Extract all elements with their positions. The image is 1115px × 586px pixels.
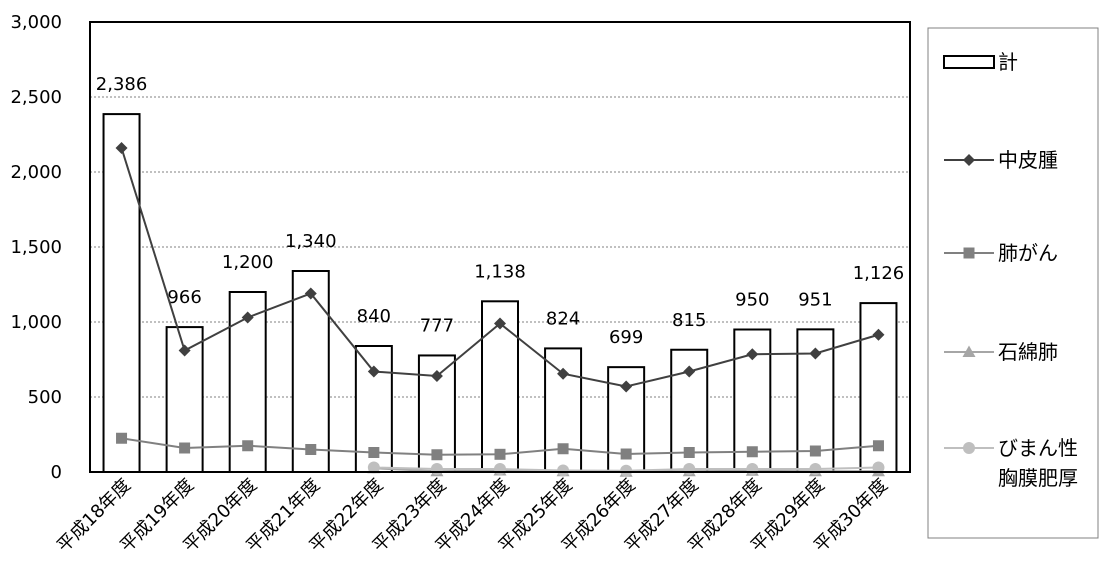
legend-label: 中皮腫 bbox=[998, 148, 1058, 172]
series-point bbox=[242, 440, 254, 452]
x-axis-category-labels: 平成18年度平成19年度平成20年度平成21年度平成22年度平成23年度平成24… bbox=[53, 475, 892, 557]
series-point bbox=[494, 317, 506, 330]
series-point bbox=[116, 432, 128, 444]
series-point bbox=[746, 463, 759, 475]
series-point bbox=[620, 448, 632, 460]
bar-data-label: 1,138 bbox=[474, 261, 526, 282]
series-point bbox=[620, 380, 633, 393]
bar bbox=[102, 113, 141, 473]
bar-data-label: 815 bbox=[672, 310, 706, 331]
series-point bbox=[368, 447, 380, 458]
legend-swatch-bar bbox=[943, 55, 995, 69]
bar-data-labels: 2,386 966 1,200 1,340 840 777 1,138 824 699 815 95… bbox=[96, 74, 904, 348]
bar-data-label: 1,126 bbox=[853, 263, 905, 284]
series-point bbox=[746, 446, 758, 458]
series-point bbox=[963, 442, 975, 454]
series-point bbox=[809, 445, 821, 457]
series-point bbox=[962, 345, 976, 357]
series-point bbox=[557, 464, 570, 477]
legend-label: 計 bbox=[998, 50, 1018, 74]
series-point bbox=[241, 311, 254, 324]
legend-label: 肺がん bbox=[998, 241, 1058, 265]
series-point bbox=[367, 365, 380, 378]
bars bbox=[102, 113, 898, 474]
series-point bbox=[963, 247, 975, 259]
series-point bbox=[367, 461, 380, 474]
series-point bbox=[872, 328, 885, 341]
series-point bbox=[115, 142, 128, 154]
bar-data-label: 824 bbox=[546, 308, 580, 329]
y-tick-label: 3,000 bbox=[10, 12, 62, 33]
series-point bbox=[430, 463, 443, 475]
y-tick-label: 2,000 bbox=[10, 162, 62, 183]
legend-label-line: 胸膜肥厚 bbox=[998, 466, 1078, 490]
series-point bbox=[494, 463, 506, 475]
legend-label: びまん性胸膜肥厚 bbox=[998, 436, 1078, 490]
bar-data-label: 2,386 bbox=[96, 74, 148, 95]
series-point bbox=[494, 448, 506, 460]
series-point bbox=[557, 443, 569, 455]
bar-data-label: 699 bbox=[609, 327, 643, 348]
series-point bbox=[431, 449, 443, 461]
y-axis-ticks: 0 500 1,000 1,500 2,000 2,500 3,000 bbox=[10, 12, 62, 483]
series-point bbox=[683, 447, 695, 458]
series-point bbox=[872, 461, 885, 474]
bar-data-label: 951 bbox=[798, 289, 832, 310]
y-tick-label: 1,500 bbox=[10, 237, 62, 258]
series-point bbox=[872, 440, 884, 452]
legend-label: 石綿肺 bbox=[998, 340, 1058, 364]
series-point bbox=[305, 444, 317, 455]
series-point bbox=[809, 463, 822, 475]
series-point bbox=[683, 365, 696, 378]
series-point bbox=[430, 370, 443, 382]
legend-box bbox=[927, 27, 1099, 539]
y-tick-label: 500 bbox=[28, 387, 62, 408]
y-tick-label: 2,500 bbox=[10, 87, 62, 108]
plot-area-frame bbox=[89, 21, 911, 473]
bar-data-label: 1,200 bbox=[222, 252, 274, 273]
y-tick-label: 0 bbox=[51, 462, 62, 483]
bar-data-label: 950 bbox=[735, 290, 769, 311]
series-point bbox=[746, 348, 759, 361]
series-point bbox=[304, 287, 317, 300]
series-point bbox=[179, 442, 191, 454]
y-tick-label: 1,000 bbox=[10, 312, 62, 333]
series-point bbox=[683, 463, 696, 475]
legend-label-line: びまん性 bbox=[998, 436, 1078, 460]
bar bbox=[291, 270, 330, 473]
series-point bbox=[178, 344, 191, 357]
series-point bbox=[620, 464, 633, 477]
series-point bbox=[963, 154, 975, 166]
series-point bbox=[809, 347, 822, 360]
series-point bbox=[557, 367, 570, 380]
bar-data-label: 966 bbox=[167, 287, 201, 308]
bar-data-label: 840 bbox=[357, 306, 391, 327]
bar-data-label: 1,340 bbox=[285, 231, 337, 252]
bar-data-label: 777 bbox=[420, 315, 454, 336]
